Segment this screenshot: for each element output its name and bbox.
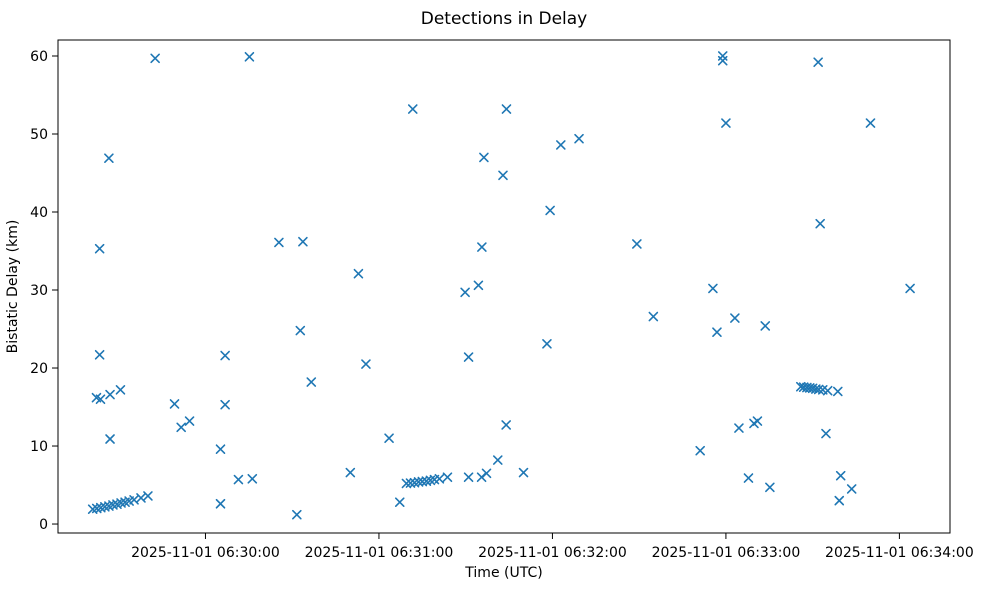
data-point-marker [545, 205, 555, 216]
data-point-marker [413, 477, 424, 487]
data-point-marker [115, 385, 126, 395]
data-point-marker [233, 474, 244, 485]
data-point-marker [434, 473, 445, 484]
data-point-marker [905, 283, 915, 294]
data-point-marker [460, 287, 470, 298]
data-point-marker [765, 482, 775, 493]
data-point-marker [574, 133, 584, 144]
data-point-marker [384, 433, 394, 444]
data-point-marker [176, 422, 186, 433]
y-tick-label: 30 [30, 283, 48, 299]
axes-border [57, 39, 951, 534]
data-point-marker [244, 51, 255, 62]
data-point-marker [477, 242, 487, 252]
data-point-marker [734, 423, 744, 433]
chart-title: Detections in Delay [421, 9, 588, 29]
data-point-marker [215, 444, 226, 454]
y-tick-label: 60 [30, 49, 48, 65]
data-point-marker [492, 455, 503, 465]
data-point-marker [498, 170, 508, 181]
data-point-marker [815, 218, 825, 229]
data-point-marker [298, 236, 308, 247]
data-point-marker [215, 498, 226, 509]
data-point-marker [730, 313, 740, 323]
data-point-marker [717, 55, 728, 66]
data-point-marker [361, 359, 371, 369]
data-point-marker [752, 416, 763, 426]
data-point-marker [407, 104, 418, 114]
data-point-marker [822, 385, 833, 396]
x-tick-label: 2025-11-01 06:31:00 [305, 545, 454, 561]
data-point-marker [306, 377, 317, 387]
data-point-marker [648, 311, 659, 322]
x-tick-label: 2025-11-01 06:34:00 [825, 545, 974, 561]
x-tick-label: 2025-11-01 06:30:00 [131, 545, 280, 561]
data-point-marker [292, 509, 302, 520]
data-point-marker [220, 399, 230, 410]
data-point-marker [712, 327, 722, 337]
data-point-marker [481, 468, 492, 479]
data-point-marker [556, 140, 566, 150]
data-point-marker [743, 473, 754, 483]
x-tick-label: 2025-11-01 06:32:00 [478, 545, 627, 561]
data-point-marker [143, 491, 153, 501]
data-point-marker [542, 339, 552, 349]
data-point-marker [865, 118, 876, 128]
data-point-marker [463, 472, 474, 483]
data-point-marker [94, 243, 105, 254]
data-point-marker [105, 434, 115, 444]
y-tick-label: 0 [39, 517, 48, 533]
data-point-marker [247, 473, 258, 484]
data-point-marker [220, 350, 230, 361]
data-point-marker [345, 467, 356, 478]
y-tick-label: 40 [30, 205, 48, 221]
data-point-marker [721, 118, 731, 128]
y-tick-label: 50 [30, 127, 48, 143]
x-axis-ticks: 2025-11-01 06:30:00 2025-11-01 06:31:00 20… [131, 533, 974, 561]
data-point-marker [821, 428, 831, 439]
data-point-marker [632, 239, 642, 249]
data-point-marker [695, 445, 705, 456]
data-point-marker [813, 57, 823, 68]
y-axis-ticks: 0 10 20 30 40 50 60 [30, 49, 58, 533]
data-point-marker [501, 104, 512, 114]
data-point-marker [184, 416, 195, 426]
data-point-marker [150, 53, 160, 64]
data-points [87, 51, 915, 520]
data-point-marker [833, 386, 843, 397]
data-point-marker [95, 394, 106, 405]
y-axis-title: Bistatic Delay (km) [5, 220, 21, 354]
data-point-marker [501, 420, 511, 430]
y-tick-label: 10 [30, 439, 48, 455]
data-point-marker [463, 352, 474, 362]
data-point-marker [169, 399, 180, 409]
data-point-marker [834, 495, 845, 506]
data-point-marker [394, 497, 405, 507]
data-point-marker [708, 283, 718, 294]
data-point-marker [105, 389, 115, 400]
data-point-marker [760, 321, 771, 331]
data-point-marker [479, 152, 489, 163]
data-point-marker [835, 470, 846, 481]
data-point-marker [274, 237, 284, 248]
y-tick-label: 20 [30, 361, 48, 377]
data-point-marker [846, 484, 857, 494]
data-point-marker [104, 153, 114, 163]
data-point-marker [518, 467, 529, 478]
x-axis-title: Time (UTC) [464, 565, 542, 581]
data-point-marker [442, 472, 453, 483]
data-point-marker [473, 280, 484, 291]
data-point-marker [94, 349, 105, 360]
data-point-marker [353, 268, 364, 279]
data-point-marker [295, 325, 306, 336]
x-tick-label: 2025-11-01 06:33:00 [652, 545, 801, 561]
